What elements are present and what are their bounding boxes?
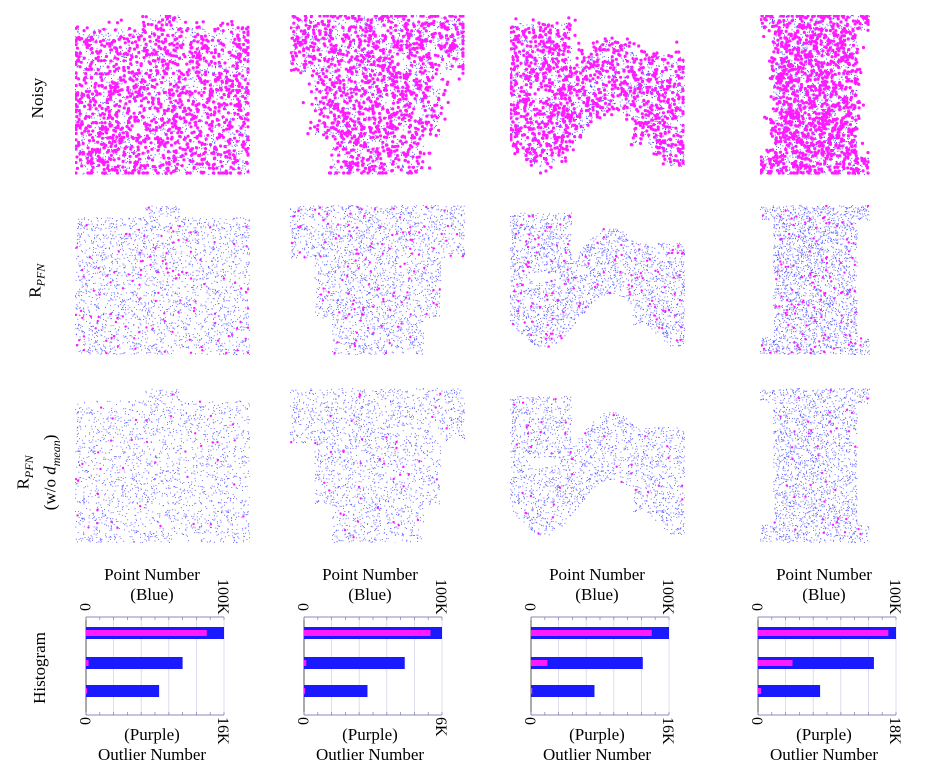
point-cloud-rpfn-tower [760,205,870,355]
row-label-rpfn2-line2: (w/o dmean) [40,382,67,562]
outlier-bar-3 [304,688,305,694]
point-bar-3 [86,685,160,697]
top-min-label: 0 [294,603,311,611]
bottom-max-label: 6K [432,717,449,737]
outlier-bar-1 [86,630,207,636]
bottom-min-label: 0 [294,717,311,725]
point-bar-2 [86,657,183,669]
row-label-rpfn-wo-dmean: RPFN (w/o dmean) [13,382,68,562]
point-bar-2 [531,657,643,669]
top-title-line2: (Blue) [802,585,846,604]
histogram-bottom-title: (Purple) Outlier Number [62,725,242,765]
row-label-rpfn-main: R [25,286,45,298]
histogram-1: Point Number (Blue) (Purple) Outlier Number… [70,565,250,765]
histogram-bottom-title: (Purple) Outlier Number [280,725,460,765]
top-min-label: 0 [521,603,538,611]
row-label-rpfn2-sub: PFN [22,455,36,479]
bottom-title-line2: Outlier Number [315,745,425,764]
row-label-rpfn: RPFN [25,241,50,321]
outlier-bar-3 [531,688,533,694]
bottom-title-line2: Outlier Number [542,745,652,764]
outlier-bar-3 [758,688,762,694]
top-min-label: 0 [76,603,93,611]
outlier-bar-1 [304,630,431,636]
point-cloud-rpfn-wo-dmean-tower [760,388,870,543]
histogram-plot [757,616,897,716]
point-bar-3 [758,685,821,697]
histogram-top-title: Point Number (Blue) [280,565,460,605]
row-label-rpfn2-note-sub: mean [49,440,64,467]
point-bar-3 [531,685,595,697]
row-label-rpfn2-main: R [13,478,33,490]
point-bar-3 [304,685,368,697]
point-cloud-noisy-tower [760,15,870,175]
bottom-title-line1: (Purple) [342,725,398,744]
point-cloud-rpfn-wo-dmean-dragon [510,388,685,543]
histogram-bottom-title: (Purple) Outlier Number [734,725,914,765]
histogram-top-title: Point Number (Blue) [62,565,242,605]
top-max-label: 100K [214,579,231,615]
outlier-bar-2 [531,660,548,666]
row-label-noisy: Noisy [28,58,48,138]
histogram-bottom-title: (Purple) Outlier Number [507,725,687,765]
top-max-label: 100K [432,579,449,615]
point-cloud-noisy-capital [290,15,465,175]
bottom-title-line1: (Purple) [796,725,852,744]
point-cloud-rpfn-dragon [510,205,685,355]
outlier-bar-1 [758,630,889,636]
histogram-plot [85,616,225,716]
bottom-title-line1: (Purple) [569,725,625,744]
histogram-top-title: Point Number (Blue) [507,565,687,605]
bottom-title-line1: (Purple) [124,725,180,744]
top-title-line2: (Blue) [130,585,174,604]
outlier-bar-2 [304,660,307,666]
point-bar-2 [304,657,405,669]
histogram-plot [530,616,670,716]
outlier-bar-2 [758,660,793,666]
top-max-label: 100K [659,579,676,615]
bottom-min-label: 0 [748,717,765,725]
row-label-histogram-text: Histogram [30,632,49,704]
point-cloud-noisy-dragon [510,15,685,175]
top-title-line1: Point Number [322,565,418,584]
row-label-rpfn2-note-suffix: ) [41,434,60,441]
top-title-line1: Point Number [776,565,872,584]
top-title-line1: Point Number [549,565,645,584]
top-title-line1: Point Number [104,565,200,584]
row-label-rpfn2-note-var: d [41,466,60,475]
point-cloud-rpfn-wo-dmean-capital [290,388,465,543]
point-cloud-noisy-cube [75,15,250,175]
histogram-top-title: Point Number (Blue) [734,565,914,605]
row-label-rpfn-sub: PFN [33,263,48,287]
top-min-label: 0 [748,603,765,611]
row-label-noisy-text: Noisy [28,77,47,119]
row-label-histogram: Histogram [30,618,50,718]
bottom-title-line2: Outlier Number [769,745,879,764]
bottom-max-label: 16K [659,717,676,745]
point-cloud-rpfn-capital [290,205,465,355]
outlier-bar-3 [86,688,87,694]
row-label-rpfn2-line1: RPFN [13,382,40,562]
bottom-max-label: 18K [886,717,903,745]
histogram-2: Point Number (Blue) (Purple) Outlier Number… [288,565,468,765]
top-title-line2: (Blue) [575,585,619,604]
bottom-min-label: 0 [76,717,93,725]
histogram-4: Point Number (Blue) (Purple) Outlier Number… [742,565,922,765]
outlier-bar-2 [86,660,89,666]
top-max-label: 100K [886,579,903,615]
bottom-max-label: 16K [214,717,231,745]
outlier-bar-1 [531,630,652,636]
point-cloud-rpfn-cube [75,205,250,355]
row-label-rpfn2-note-prefix: (w/o [41,474,60,511]
point-cloud-rpfn-wo-dmean-cube [75,388,250,543]
bottom-min-label: 0 [521,717,538,725]
histogram-plot [303,616,443,716]
histogram-3: Point Number (Blue) (Purple) Outlier Number… [515,565,695,765]
bottom-title-line2: Outlier Number [97,745,207,764]
top-title-line2: (Blue) [348,585,392,604]
